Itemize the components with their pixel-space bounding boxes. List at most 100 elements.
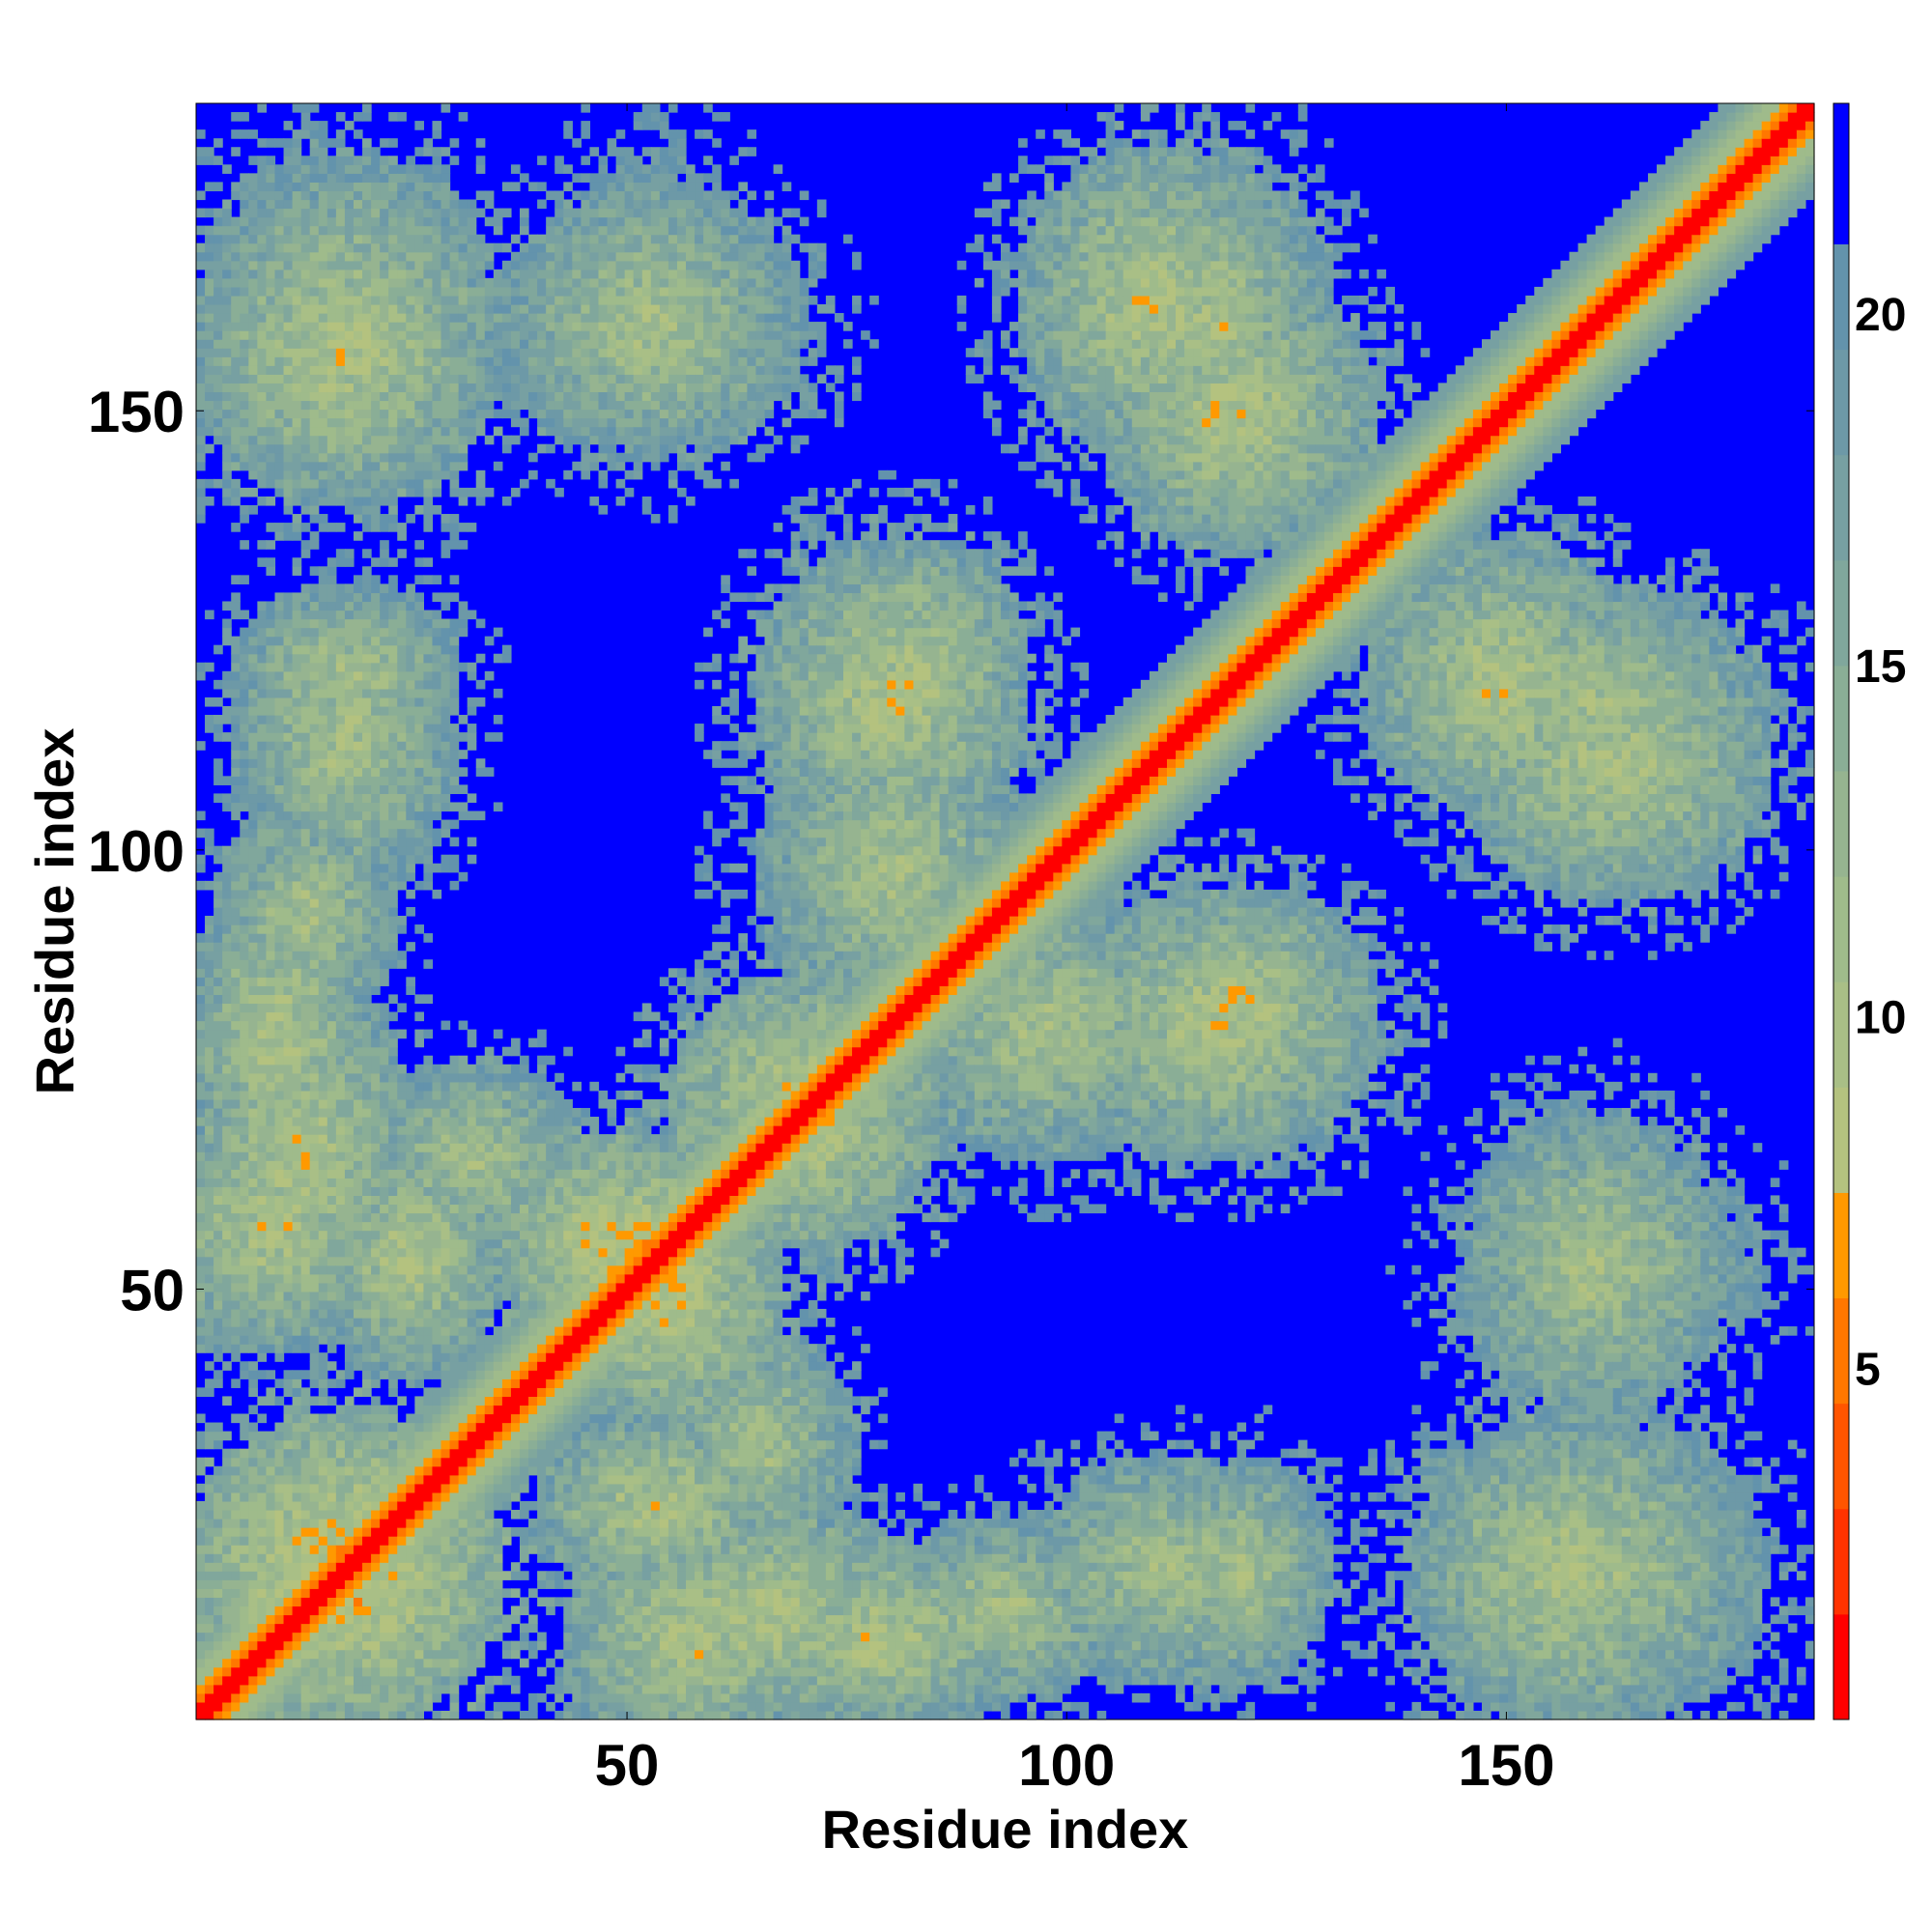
heatmap-cell [309,1439,320,1450]
heatmap-cell [196,1605,206,1616]
heatmap-cell [449,1579,460,1589]
heatmap-cell [388,216,398,227]
heatmap-cell [406,1701,415,1712]
heatmap-cell [423,732,434,742]
heatmap-cell [248,636,258,646]
heatmap-cell [432,1684,442,1694]
heatmap-cell [406,1457,415,1467]
heatmap-cell [406,906,415,917]
heatmap-cell [266,313,276,323]
heatmap-cell [414,1562,424,1572]
heatmap-cell [248,1169,258,1179]
heatmap-cell [231,1046,241,1057]
heatmap-cell [397,1710,407,1720]
heatmap-cell [432,164,442,174]
heatmap-cell [283,845,294,856]
heatmap-cell [318,1536,328,1546]
heatmap-cell [380,644,389,655]
heatmap-cell [371,322,381,331]
heatmap-cell [292,1553,302,1563]
heatmap-cell [266,810,276,821]
heatmap-cell [344,1125,355,1135]
heatmap-cell [240,190,249,201]
heatmap-cell [292,1064,302,1074]
heatmap-cell [327,1649,337,1660]
heatmap-cell [222,435,232,445]
heatmap-cell [274,1396,285,1406]
heatmap-cell [353,1020,363,1031]
heatmap-cell [440,1143,451,1152]
heatmap-cell [380,1282,389,1293]
heatmap-cell [335,854,346,865]
heatmap-cell [266,1125,276,1135]
heatmap-cell [222,1098,232,1109]
heatmap-cell [432,724,442,733]
heatmap-cell [388,1658,398,1668]
heatmap-cell [449,1178,460,1187]
heatmap-cell [335,1658,346,1668]
heatmap-cell [380,1448,389,1459]
heatmap-cell [397,549,407,558]
heatmap-cell [423,724,434,733]
heatmap-cell [283,182,294,192]
heatmap-cell [205,251,214,262]
heatmap-cell [257,1326,268,1336]
heatmap-cell [335,356,346,366]
heatmap-cell [380,251,389,262]
heatmap-cell [371,942,381,952]
heatmap-cell [423,374,434,384]
heatmap-cell [458,523,469,532]
heatmap-cell [196,260,206,270]
heatmap-cell [397,1684,407,1694]
heatmap-cell [292,644,302,655]
heatmap-cell [222,1186,232,1196]
heatmap-cell [353,1614,363,1625]
heatmap-cell [397,1326,407,1336]
heatmap-cell [292,523,302,532]
heatmap-cell [449,487,460,497]
heatmap-cell [309,724,320,733]
heatmap-cell [353,1597,363,1607]
heatmap-cell [371,1037,381,1048]
heatmap-cell [213,977,223,986]
heatmap-cell [283,356,294,366]
heatmap-cell [380,1020,389,1031]
heatmap-cell [222,942,232,952]
heatmap-cell [257,295,268,305]
heatmap-cell [388,933,398,943]
heatmap-cell [205,1308,214,1319]
heatmap-cell [432,1632,442,1642]
heatmap-cell [205,977,214,986]
heatmap-cell [257,863,268,873]
heatmap-cell [380,1422,389,1433]
heatmap-cell [240,1492,249,1502]
heatmap-cell [449,1387,460,1397]
heatmap-cell [327,1483,337,1493]
heatmap-cell [292,1675,302,1686]
heatmap-cell [222,802,232,812]
heatmap-cell [432,330,442,340]
heatmap-cell [257,732,268,742]
heatmap-cell [423,199,434,210]
heatmap-cell [432,1509,442,1520]
heatmap-cell [362,644,372,655]
heatmap-cell [432,1640,442,1651]
heatmap-cell [309,1465,320,1476]
heatmap-cell [327,1221,337,1232]
heatmap-cell [222,1597,232,1607]
heatmap-cell [397,531,407,541]
heatmap-cell [274,653,285,664]
heatmap-cell [274,924,285,934]
heatmap-cell [309,1422,320,1433]
heatmap-cell [458,610,469,620]
heatmap-cell [344,784,355,795]
heatmap-cell [414,924,424,934]
heatmap-cell [292,531,302,541]
heatmap-cell [353,1519,363,1528]
heatmap-cell [380,400,389,411]
heatmap-cell [240,1431,249,1441]
heatmap-cell [205,1238,214,1249]
heatmap-cell [300,1474,311,1485]
heatmap-cell [362,776,372,785]
heatmap-cell [248,1055,258,1065]
